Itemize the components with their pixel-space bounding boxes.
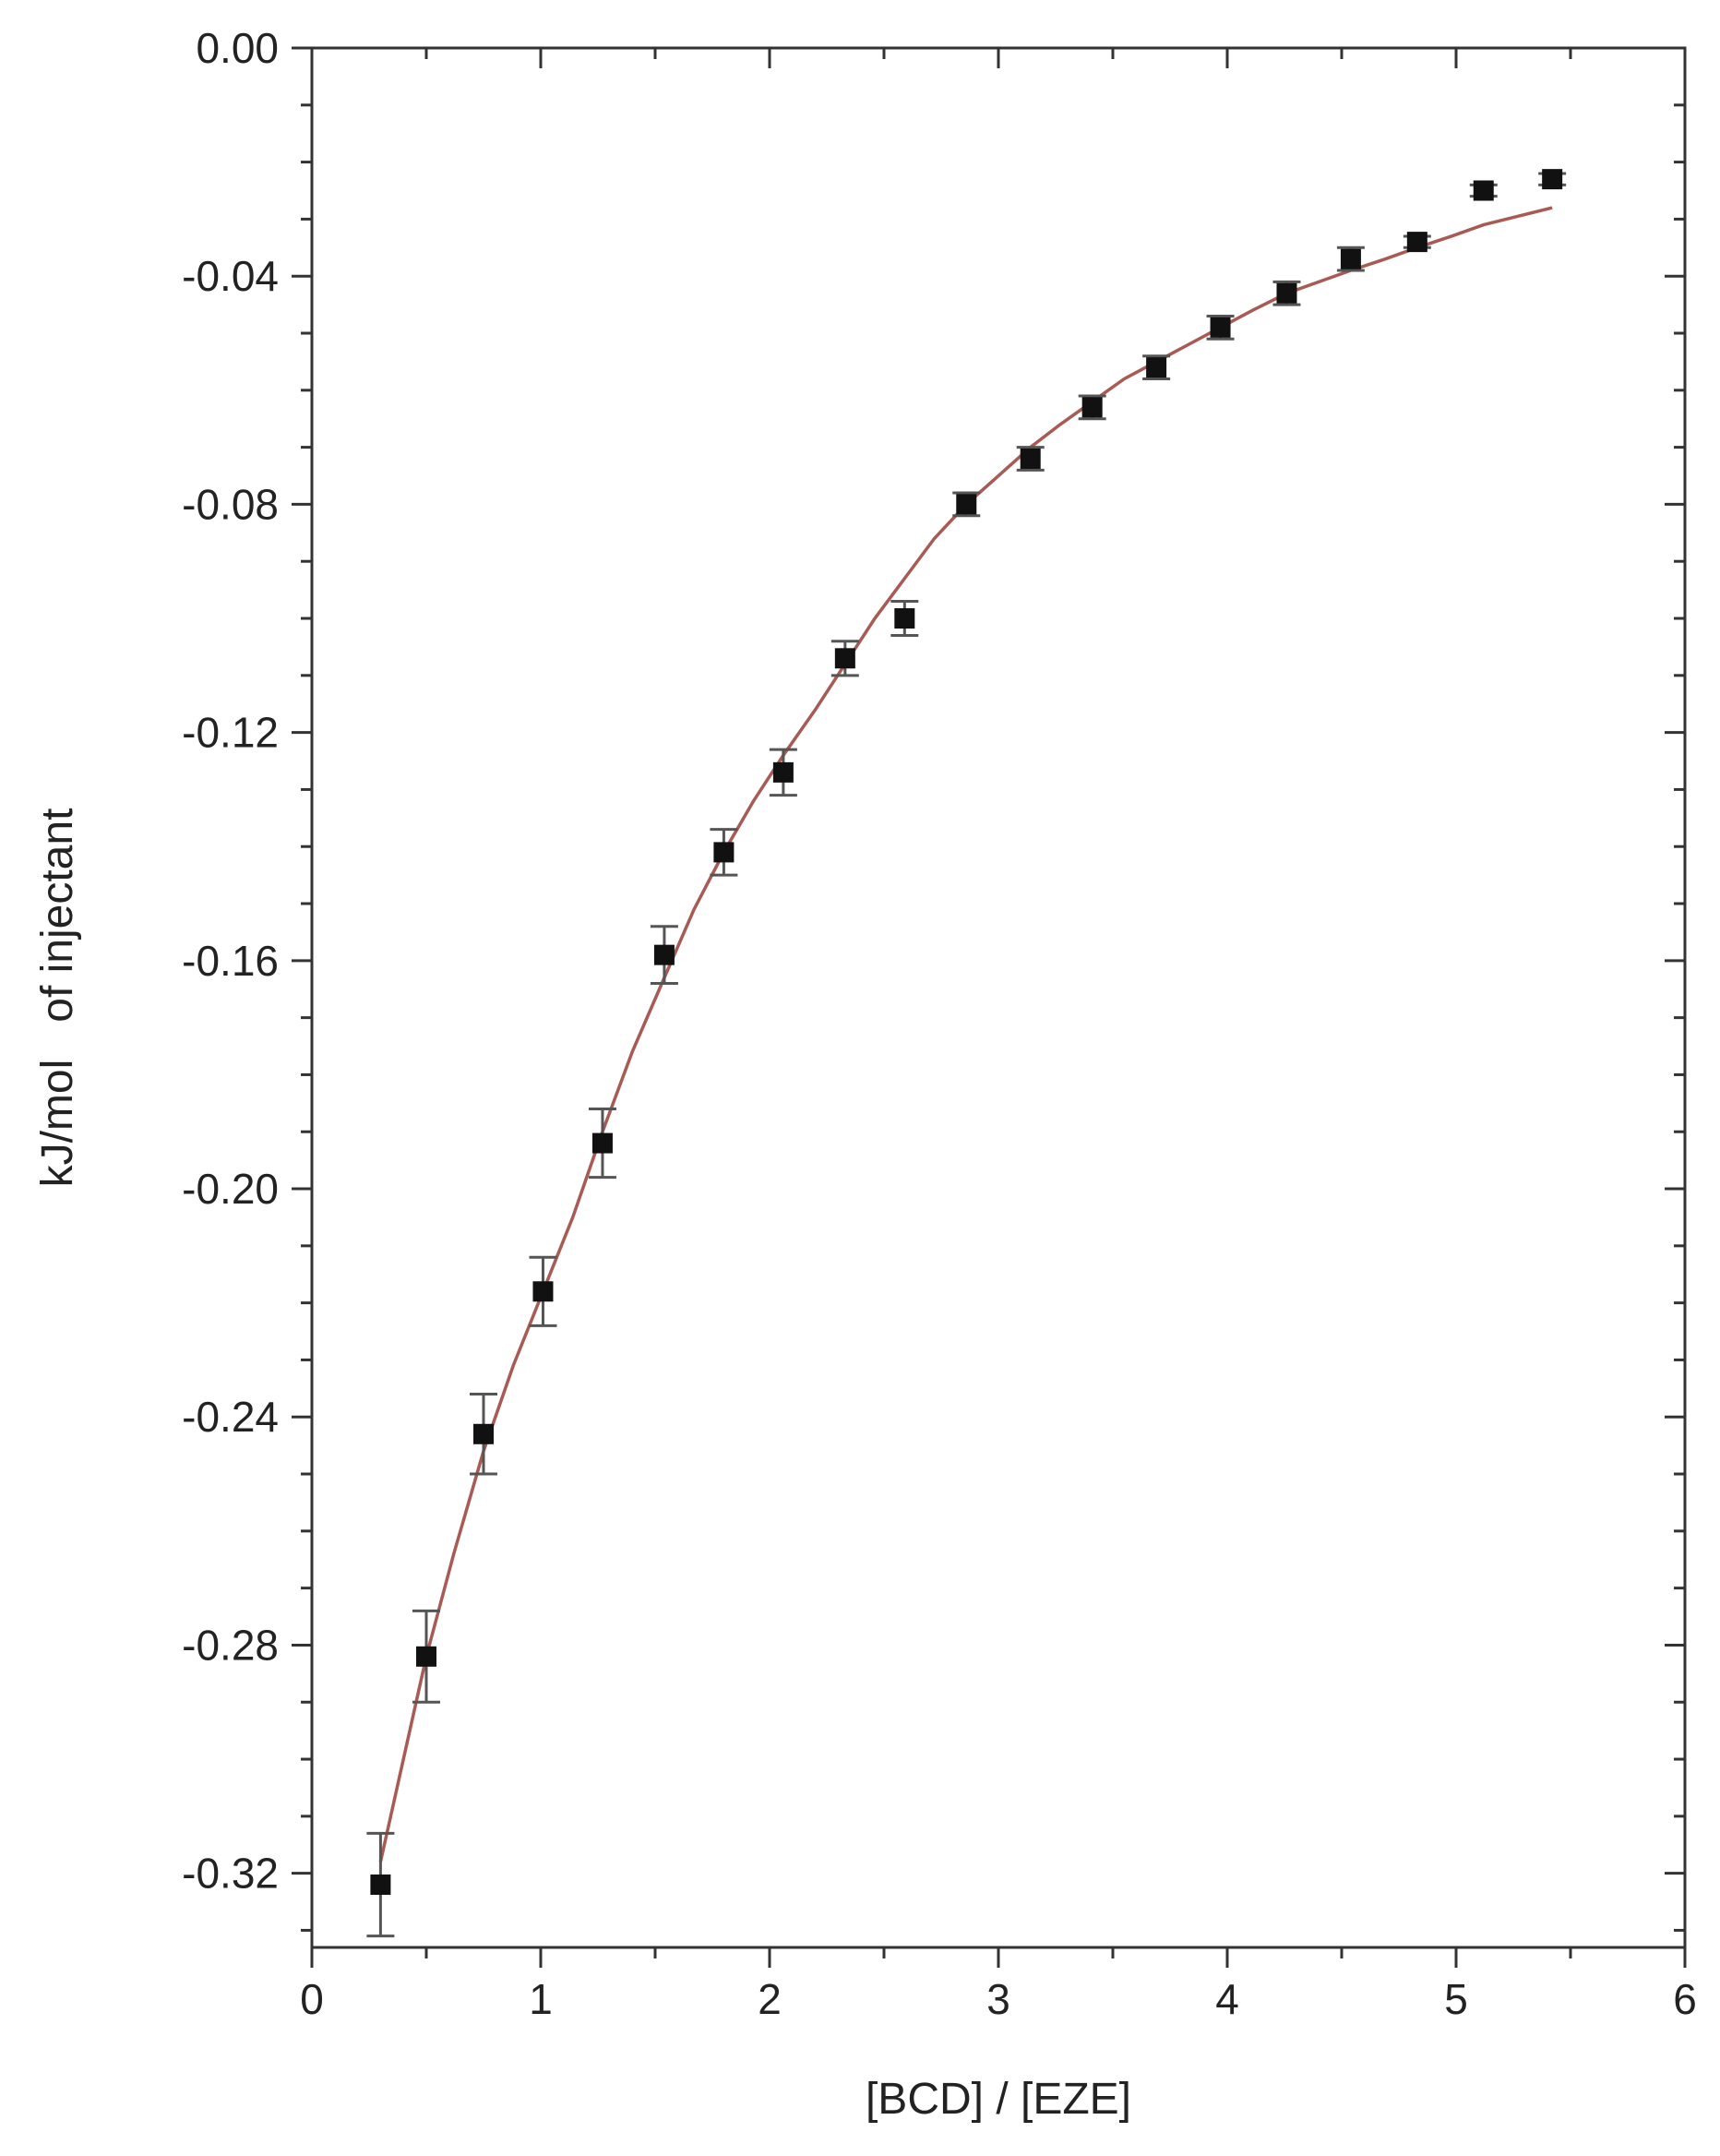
data-point-marker (1542, 169, 1563, 190)
data-point (1336, 246, 1365, 272)
x-tick-label: 4 (1215, 1975, 1239, 2023)
y-tick-label: -0.24 (182, 1393, 279, 1441)
data-point (769, 748, 797, 797)
data-points-layer (366, 169, 1567, 1938)
data-point (830, 640, 859, 677)
data-point-marker (591, 1132, 613, 1154)
data-point-marker (713, 842, 735, 863)
data-point-marker (1340, 248, 1361, 270)
data-point (1206, 314, 1235, 341)
y-tick-label: 0.00 (196, 24, 279, 72)
fit-curve (378, 206, 1553, 1863)
data-point (529, 1255, 557, 1327)
data-point (366, 1831, 395, 1938)
y-tick-label: -0.08 (182, 480, 279, 528)
data-point (1078, 394, 1106, 421)
x-tick-label: 2 (758, 1975, 782, 2023)
data-point-marker (894, 608, 915, 629)
data-point-marker (1081, 397, 1103, 418)
y-tick-label: -0.28 (182, 1621, 279, 1669)
x-tick-label: 0 (300, 1975, 324, 2023)
data-point (1016, 446, 1045, 472)
x-tick-label: 5 (1444, 1975, 1468, 2023)
data-point-marker (1146, 357, 1167, 378)
data-point (470, 1393, 497, 1476)
data-point-marker (1473, 180, 1494, 201)
y-axis-ticks: 0.00 -0.04 -0.08 -0.12 -0.16 -0.20 -0.24 -0.28 -… (182, 24, 1685, 1932)
data-point-marker (1210, 317, 1231, 338)
fit-line-layer (378, 206, 1553, 1863)
data-point (412, 1609, 440, 1704)
data-point (1469, 180, 1498, 201)
data-point (588, 1108, 616, 1180)
data-point-marker (653, 944, 675, 965)
x-tick-label: 1 (529, 1975, 553, 2023)
data-point-marker (956, 494, 977, 515)
data-point-marker (772, 761, 794, 783)
data-point-marker (1020, 448, 1041, 469)
data-point (952, 491, 981, 518)
y-axis-title: kJ/mol of injectant (33, 808, 82, 1188)
data-point (650, 925, 678, 986)
plot-frame (310, 46, 1687, 1949)
x-axis-title: [BCD] / [EZE] (866, 2075, 1131, 2124)
data-point-marker (1406, 232, 1427, 253)
y-tick-label: -0.20 (182, 1165, 279, 1213)
data-point (710, 828, 738, 877)
data-point (1538, 169, 1567, 190)
y-tick-label: -0.12 (182, 709, 279, 757)
data-point-marker (834, 648, 855, 669)
y-tick-label: -0.04 (182, 252, 279, 300)
y-tick-label: -0.16 (182, 937, 279, 985)
data-point (890, 599, 919, 638)
data-point-marker (416, 1646, 436, 1667)
data-point-marker (473, 1423, 494, 1444)
x-axis-ticks: 0 1 2 3 4 5 6 (300, 48, 1697, 2023)
data-point-marker (532, 1281, 554, 1302)
data-point (1403, 232, 1431, 253)
data-point-marker (370, 1875, 391, 1896)
data-point-marker (1276, 282, 1297, 304)
x-tick-label: 3 (986, 1975, 1010, 2023)
x-tick-label: 6 (1673, 1975, 1697, 2023)
y-tick-label: -0.32 (182, 1850, 279, 1898)
data-point (1142, 354, 1171, 380)
data-point (1272, 280, 1301, 306)
